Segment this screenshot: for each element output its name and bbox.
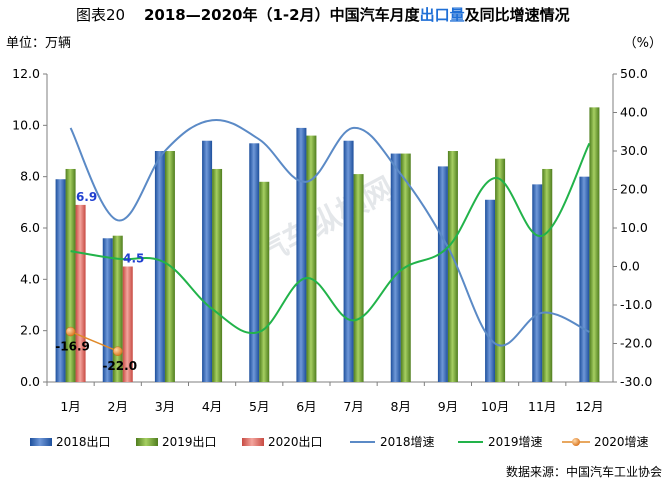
category-label: 6月 bbox=[296, 399, 316, 414]
left-tick-label: 4.0 bbox=[20, 271, 40, 286]
bar-2019出口 bbox=[306, 135, 317, 382]
category-label: 8月 bbox=[391, 399, 411, 414]
bar-2018出口 bbox=[437, 166, 448, 382]
lines-layer bbox=[65, 118, 591, 356]
bar-2018出口 bbox=[532, 184, 543, 382]
right-tick-label: 10.0 bbox=[620, 220, 648, 235]
left-tick-label: 0.0 bbox=[20, 374, 40, 389]
category-label: 1月 bbox=[60, 399, 80, 414]
left-tick-label: 12.0 bbox=[12, 66, 40, 81]
bar-2019出口 bbox=[447, 151, 458, 382]
bar-2019出口 bbox=[259, 181, 270, 382]
bar-2018出口 bbox=[102, 238, 113, 382]
bar-2019出口 bbox=[353, 174, 364, 382]
legend-label-2020-growth: 2020增速 bbox=[594, 435, 649, 449]
line-2018增速 bbox=[69, 118, 590, 347]
bar-2019出口 bbox=[589, 107, 600, 382]
category-label: 10月 bbox=[481, 399, 509, 414]
legend-label-2020-export: 2020出口 bbox=[268, 435, 323, 449]
category-label: 3月 bbox=[155, 399, 175, 414]
bar-2018出口 bbox=[202, 140, 213, 382]
bar-data-label: 4.5 bbox=[123, 252, 144, 266]
point-2020增速 bbox=[113, 346, 123, 356]
right-axis-ticks: -30.0 -20.0 -10.0 0.0 10.0 20.0 30.0 40.0 50.0 bbox=[613, 66, 652, 389]
legend-label-2018-export: 2018出口 bbox=[56, 435, 111, 449]
right-axis-unit: （%） bbox=[624, 36, 662, 51]
chart-title-main: 2018—2020年（1-2月）中国汽车月度 bbox=[144, 6, 421, 24]
left-tick-label: 2.0 bbox=[20, 323, 40, 338]
bar-2019出口 bbox=[112, 235, 123, 382]
legend-swatch-2019-export bbox=[136, 438, 158, 446]
category-label: 12月 bbox=[575, 399, 603, 414]
category-label: 9月 bbox=[438, 399, 458, 414]
bar-2019出口 bbox=[542, 168, 553, 382]
category-label: 2月 bbox=[108, 399, 128, 414]
chart-title-suffix: 及同比增速情况 bbox=[465, 6, 570, 24]
legend-label-2019-growth: 2019增速 bbox=[488, 435, 543, 449]
right-tick-label: 20.0 bbox=[620, 182, 648, 197]
bar-2018出口 bbox=[485, 199, 496, 382]
right-tick-label: 50.0 bbox=[620, 66, 648, 81]
left-axis-ticks: 0.0 2.0 4.0 6.0 8.0 10.0 12.0 bbox=[12, 66, 47, 389]
bar-2018出口 bbox=[296, 127, 307, 383]
legend-item-2018-export: 2018出口 bbox=[30, 435, 111, 449]
category-label: 4月 bbox=[202, 399, 222, 414]
chart-title: 2018—2020年（1-2月）中国汽车月度出口量及同比增速情况 bbox=[144, 6, 570, 24]
watermark: 汽车纵横网 bbox=[251, 171, 400, 272]
left-tick-label: 6.0 bbox=[20, 220, 40, 235]
left-tick-label: 8.0 bbox=[20, 169, 40, 184]
bar-2018出口 bbox=[390, 153, 401, 382]
legend-item-2018-growth: 2018增速 bbox=[350, 435, 435, 449]
legend-swatch-2020-export bbox=[242, 438, 264, 446]
bar-2018出口 bbox=[249, 143, 260, 382]
bar-2020出口 bbox=[75, 204, 86, 382]
legend-swatch-2018-export bbox=[30, 438, 52, 446]
category-label: 11月 bbox=[528, 399, 556, 414]
right-tick-label: -20.0 bbox=[620, 336, 652, 351]
right-tick-label: 30.0 bbox=[620, 143, 648, 158]
chart-title-prefix: 图表20 bbox=[76, 6, 125, 24]
right-tick-label: -30.0 bbox=[620, 374, 652, 389]
line-data-label: -22.0 bbox=[102, 359, 137, 373]
legend-label-2019-export: 2019出口 bbox=[162, 435, 217, 449]
legend-item-2019-growth: 2019增速 bbox=[458, 435, 543, 449]
data-labels-layer: 6.9 4.5 -16.9 -22.0 bbox=[55, 190, 144, 373]
left-tick-label: 10.0 bbox=[12, 117, 40, 132]
bar-2018出口 bbox=[55, 179, 66, 382]
bar-2020出口 bbox=[122, 266, 133, 382]
legend-item-2019-export: 2019出口 bbox=[136, 435, 217, 449]
bar-2018出口 bbox=[154, 151, 165, 382]
category-label: 7月 bbox=[343, 399, 363, 414]
bar-2018出口 bbox=[579, 176, 590, 382]
source-note: 数据来源：中国汽车工业协会 bbox=[506, 464, 662, 479]
category-labels: 1月 2月 3月 4月 5月 6月 7月 8月 9月 10月 11月 12月 bbox=[46, 382, 604, 414]
line-2019增速 bbox=[70, 142, 591, 335]
bar-2019出口 bbox=[212, 168, 223, 382]
bar-2019出口 bbox=[495, 158, 506, 382]
left-axis-unit: 单位：万辆 bbox=[6, 36, 71, 51]
line-data-label: -16.9 bbox=[55, 340, 90, 354]
chart-title-highlight: 出口量 bbox=[420, 6, 465, 24]
right-tick-label: 0.0 bbox=[620, 259, 640, 274]
line-2020增速 bbox=[70, 330, 119, 352]
bar-data-label: 6.9 bbox=[76, 190, 97, 204]
legend-item-2020-export: 2020出口 bbox=[242, 435, 323, 449]
legend: 2018出口 2019出口 2020出口 2018增速 2019增速 2 bbox=[30, 435, 649, 449]
bar-2019出口 bbox=[65, 168, 76, 382]
legend-label-2018-growth: 2018增速 bbox=[380, 435, 435, 449]
point-2020增速 bbox=[65, 326, 76, 337]
bar-2018出口 bbox=[343, 140, 354, 382]
legend-marker-2020-growth bbox=[572, 438, 580, 446]
right-tick-label: 40.0 bbox=[620, 105, 648, 120]
right-tick-label: -10.0 bbox=[620, 297, 652, 312]
bars-layer bbox=[55, 107, 600, 383]
legend-item-2020-growth: 2020增速 bbox=[562, 435, 649, 449]
category-label: 5月 bbox=[249, 399, 269, 414]
